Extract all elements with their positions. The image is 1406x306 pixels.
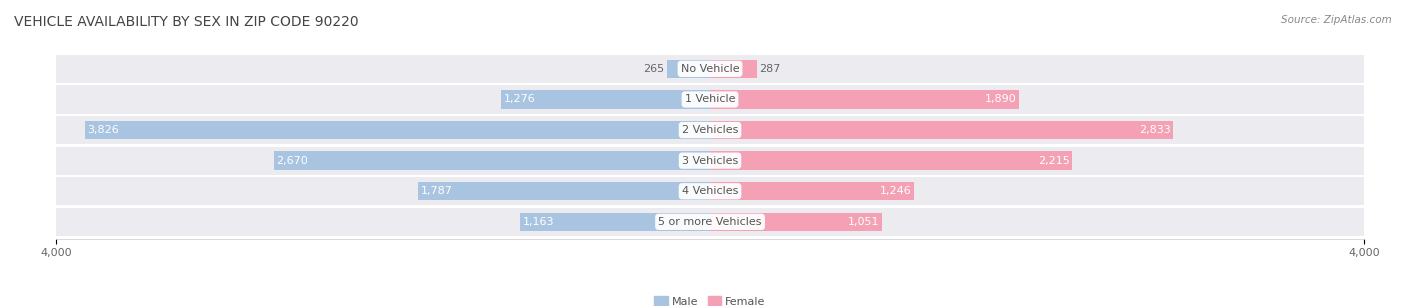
- Bar: [666, 60, 710, 78]
- Bar: [418, 182, 710, 200]
- Text: 1,276: 1,276: [503, 95, 536, 104]
- Text: 1,051: 1,051: [848, 217, 879, 227]
- Bar: [710, 121, 1173, 139]
- Bar: [710, 213, 882, 231]
- Text: 1,890: 1,890: [984, 95, 1017, 104]
- Bar: [710, 182, 914, 200]
- Text: 5 or more Vehicles: 5 or more Vehicles: [658, 217, 762, 227]
- Text: 265: 265: [643, 64, 664, 74]
- Bar: [56, 55, 1364, 83]
- Text: 2,833: 2,833: [1139, 125, 1171, 135]
- Bar: [710, 90, 1019, 109]
- Bar: [56, 147, 1364, 175]
- Legend: Male, Female: Male, Female: [650, 292, 770, 306]
- Bar: [520, 213, 710, 231]
- Bar: [710, 60, 756, 78]
- Bar: [502, 90, 710, 109]
- Text: No Vehicle: No Vehicle: [681, 64, 740, 74]
- Text: 1,163: 1,163: [523, 217, 554, 227]
- Text: 287: 287: [759, 64, 780, 74]
- Text: Source: ZipAtlas.com: Source: ZipAtlas.com: [1281, 15, 1392, 25]
- Text: 2,670: 2,670: [276, 156, 308, 166]
- Text: VEHICLE AVAILABILITY BY SEX IN ZIP CODE 90220: VEHICLE AVAILABILITY BY SEX IN ZIP CODE …: [14, 15, 359, 29]
- Bar: [84, 121, 710, 139]
- Bar: [274, 151, 710, 170]
- Bar: [710, 151, 1071, 170]
- Text: 4 Vehicles: 4 Vehicles: [682, 186, 738, 196]
- Text: 1,246: 1,246: [880, 186, 911, 196]
- Text: 3,826: 3,826: [87, 125, 120, 135]
- Text: 2,215: 2,215: [1038, 156, 1070, 166]
- Text: 1,787: 1,787: [420, 186, 453, 196]
- Text: 2 Vehicles: 2 Vehicles: [682, 125, 738, 135]
- Bar: [56, 208, 1364, 236]
- Bar: [56, 85, 1364, 114]
- Bar: [56, 116, 1364, 144]
- Text: 1 Vehicle: 1 Vehicle: [685, 95, 735, 104]
- Text: 3 Vehicles: 3 Vehicles: [682, 156, 738, 166]
- Bar: [56, 177, 1364, 205]
